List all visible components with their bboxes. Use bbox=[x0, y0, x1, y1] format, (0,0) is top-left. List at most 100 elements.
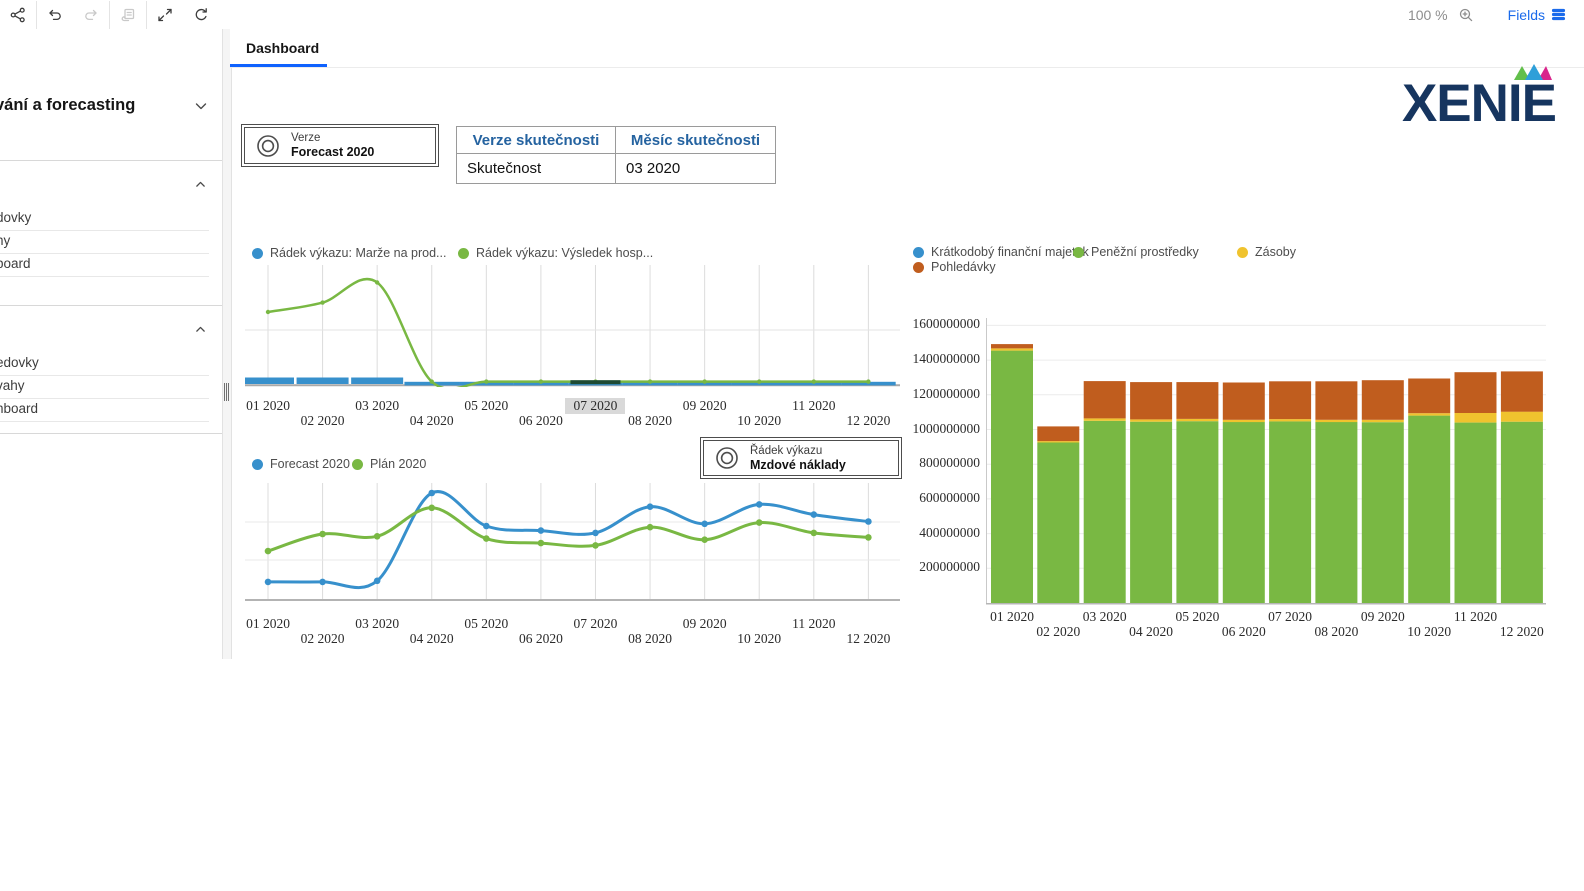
bar-segment[interactable] bbox=[1408, 379, 1450, 414]
data-point[interactable] bbox=[319, 531, 326, 538]
resize-handle[interactable] bbox=[223, 383, 229, 401]
bar-segment[interactable] bbox=[1408, 416, 1450, 603]
data-point[interactable] bbox=[812, 379, 816, 383]
legend-item[interactable]: Plán 2020 bbox=[352, 457, 426, 471]
bar-segment[interactable] bbox=[1223, 383, 1265, 420]
sidebar-resize-gutter[interactable] bbox=[222, 29, 232, 659]
data-point[interactable] bbox=[866, 379, 870, 383]
data-point[interactable] bbox=[865, 518, 872, 525]
bar-segment[interactable] bbox=[1084, 381, 1126, 418]
data-point[interactable] bbox=[375, 280, 379, 284]
bar-segment[interactable] bbox=[991, 351, 1033, 603]
data-point[interactable] bbox=[538, 540, 545, 547]
sidebar-item[interactable]: hy bbox=[0, 231, 209, 254]
sidebar-item[interactable]: board bbox=[0, 254, 209, 277]
report-rows-trend-chart[interactable] bbox=[245, 265, 900, 387]
data-segment[interactable] bbox=[297, 378, 349, 385]
bar-segment[interactable] bbox=[1037, 443, 1079, 604]
data-point[interactable] bbox=[811, 511, 818, 518]
data-point[interactable] bbox=[592, 530, 599, 537]
data-point[interactable] bbox=[483, 523, 490, 530]
bar-segment[interactable] bbox=[1223, 422, 1265, 603]
data-point[interactable] bbox=[428, 490, 435, 497]
sidebar-item[interactable]: dovky bbox=[0, 208, 209, 231]
data-point[interactable] bbox=[428, 505, 435, 512]
line-series[interactable] bbox=[268, 492, 868, 588]
data-point[interactable] bbox=[539, 379, 543, 383]
bar-segment[interactable] bbox=[1176, 419, 1218, 421]
data-point[interactable] bbox=[701, 521, 708, 528]
data-point[interactable] bbox=[647, 503, 654, 510]
data-point[interactable] bbox=[756, 501, 763, 508]
data-point[interactable] bbox=[266, 310, 270, 314]
highlighted-segment[interactable] bbox=[570, 380, 620, 384]
data-point[interactable] bbox=[756, 519, 763, 526]
bar-segment[interactable] bbox=[1455, 413, 1497, 423]
bar-segment[interactable] bbox=[1084, 421, 1126, 603]
bar-segment[interactable] bbox=[991, 344, 1033, 348]
legend-item[interactable]: Rádek výkazu: Výsledek hosp... bbox=[458, 246, 653, 260]
refresh-button[interactable] bbox=[183, 1, 219, 29]
legend-item[interactable]: Forecast 2020 bbox=[252, 457, 350, 471]
chevron-up-icon[interactable] bbox=[194, 178, 207, 191]
bar-segment[interactable] bbox=[991, 349, 1033, 351]
data-point[interactable] bbox=[757, 379, 761, 383]
data-point[interactable] bbox=[648, 379, 652, 383]
bar-segment[interactable] bbox=[1084, 418, 1126, 420]
bar-segment[interactable] bbox=[1269, 421, 1311, 603]
sidebar-item[interactable]: vahy bbox=[0, 376, 209, 399]
forecast-plan-chart[interactable] bbox=[245, 483, 900, 602]
data-point[interactable] bbox=[702, 379, 706, 383]
data-point[interactable] bbox=[374, 578, 381, 585]
assets-stacked-bar-chart[interactable] bbox=[986, 314, 1546, 606]
bar-segment[interactable] bbox=[1362, 420, 1404, 422]
expand-button[interactable] bbox=[147, 1, 183, 29]
fields-button[interactable]: Fields bbox=[1508, 7, 1566, 23]
bar-segment[interactable] bbox=[1176, 382, 1218, 419]
save-button[interactable] bbox=[110, 1, 146, 29]
undo-button[interactable] bbox=[37, 1, 73, 29]
chevron-up-icon[interactable] bbox=[194, 323, 207, 336]
tab-dashboard[interactable]: Dashboard bbox=[230, 29, 335, 67]
data-point[interactable] bbox=[319, 579, 326, 586]
bar-segment[interactable] bbox=[1269, 419, 1311, 421]
legend-item[interactable]: Peněžní prostředky bbox=[1073, 245, 1199, 259]
sidebar-item[interactable]: edovky bbox=[0, 353, 209, 376]
legend-item[interactable]: Pohledávky bbox=[913, 260, 996, 274]
verze-filter-widget[interactable]: Verze Forecast 2020 bbox=[241, 124, 439, 167]
data-point[interactable] bbox=[430, 379, 434, 383]
bar-segment[interactable] bbox=[1037, 441, 1079, 442]
data-point[interactable] bbox=[320, 300, 324, 304]
data-point[interactable] bbox=[865, 534, 872, 541]
radek-vykazu-filter-widget[interactable]: Řádek výkazu Mzdové náklady bbox=[700, 437, 902, 479]
legend-item[interactable]: Rádek výkazu: Marže na prod... bbox=[252, 246, 446, 260]
bar-segment[interactable] bbox=[1315, 422, 1357, 603]
bar-segment[interactable] bbox=[1130, 422, 1172, 603]
data-point[interactable] bbox=[701, 536, 708, 543]
bar-segment[interactable] bbox=[1455, 423, 1497, 603]
bar-segment[interactable] bbox=[1269, 381, 1311, 419]
redo-button[interactable] bbox=[73, 1, 109, 29]
data-point[interactable] bbox=[374, 533, 381, 540]
bar-segment[interactable] bbox=[1315, 420, 1357, 422]
data-point[interactable] bbox=[538, 527, 545, 534]
bar-segment[interactable] bbox=[1455, 372, 1497, 413]
bar-segment[interactable] bbox=[1130, 419, 1172, 421]
bar-segment[interactable] bbox=[1362, 380, 1404, 420]
legend-item[interactable]: Krátkodobý finanční majetek bbox=[913, 245, 1089, 259]
line-series[interactable] bbox=[268, 279, 868, 387]
bar-segment[interactable] bbox=[1223, 420, 1265, 422]
data-point[interactable] bbox=[647, 524, 654, 531]
data-point[interactable] bbox=[265, 579, 272, 586]
legend-item[interactable]: Zásoby bbox=[1237, 245, 1296, 259]
data-point[interactable] bbox=[811, 530, 818, 537]
data-point[interactable] bbox=[483, 535, 490, 542]
bar-segment[interactable] bbox=[1501, 422, 1543, 603]
bar-segment[interactable] bbox=[1501, 412, 1543, 422]
sidebar-item[interactable]: hboard bbox=[0, 399, 209, 422]
data-point[interactable] bbox=[592, 542, 599, 549]
data-segment[interactable] bbox=[351, 378, 403, 385]
bar-segment[interactable] bbox=[1130, 382, 1172, 419]
bar-segment[interactable] bbox=[1315, 381, 1357, 420]
data-point[interactable] bbox=[484, 379, 488, 383]
